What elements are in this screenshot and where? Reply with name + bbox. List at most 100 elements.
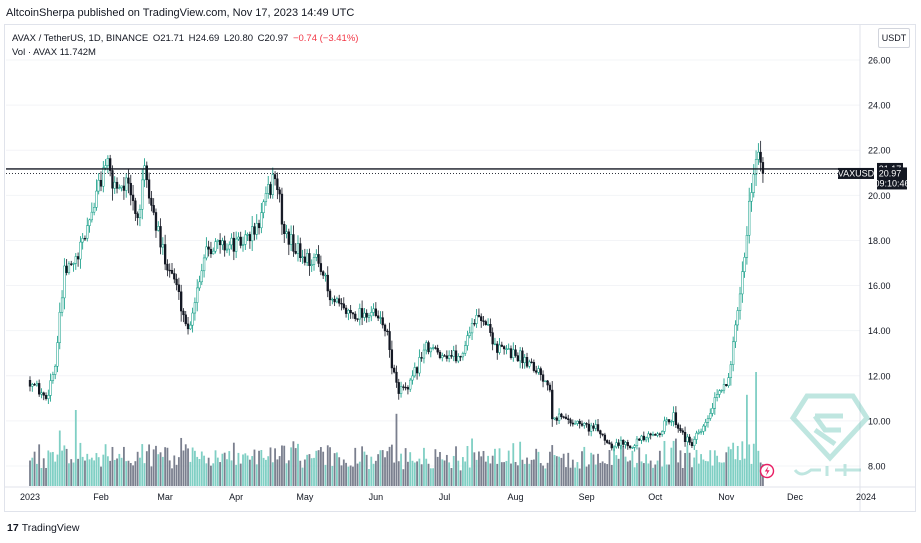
volume-bar: [370, 456, 373, 486]
candle-body: [367, 315, 371, 318]
volume-bar: [134, 461, 137, 486]
volume-bar: [290, 447, 293, 486]
volume-bar: [718, 462, 721, 486]
volume-bar: [734, 459, 737, 486]
price-tick-label: 16.00: [868, 281, 891, 291]
candle-body: [480, 316, 483, 322]
candle-body: [292, 234, 295, 252]
candle-body: [115, 181, 119, 189]
volume-bar: [292, 441, 295, 486]
volume-bar: [599, 462, 602, 486]
volume-bar: [365, 454, 368, 486]
volume-bar: [691, 467, 693, 486]
volume-bar: [95, 453, 98, 486]
volume-bar: [68, 463, 70, 486]
candle-body: [573, 423, 577, 425]
volume-bar: [381, 450, 384, 486]
volume-bar: [457, 460, 460, 486]
volume-bar: [622, 445, 625, 486]
volume-bar: [159, 452, 162, 486]
volume-bar: [562, 453, 565, 486]
volume-bar: [482, 450, 485, 486]
volume-bar: [77, 458, 79, 486]
symbol-label[interactable]: AVAX / TetherUS, 1D, BINANCE: [12, 33, 149, 44]
candle-body: [251, 226, 254, 242]
candle-body: [47, 395, 50, 399]
candle-body: [214, 241, 217, 252]
volume-bar: [569, 467, 572, 486]
candle-body: [67, 263, 71, 273]
volume-bar: [395, 413, 398, 486]
candle-body: [74, 256, 77, 264]
candle-body: [301, 256, 304, 258]
volume-legend[interactable]: Vol · AVAX 11.742M: [12, 47, 96, 58]
volume-bar: [732, 442, 735, 486]
time-axis[interactable]: 2023 Feb Mar Apr May Jun Jul Aug Sep Oct Nov Dec 202…: [20, 492, 876, 502]
tradingview-logo[interactable]: 17 TradingView: [7, 522, 79, 534]
volume-bar: [340, 465, 343, 486]
candle-body: [452, 350, 455, 357]
candle-body: [54, 365, 57, 375]
volume-bar: [592, 454, 595, 486]
volume-bar: [221, 453, 224, 486]
volume-bar: [38, 444, 41, 486]
volume-bar: [377, 454, 380, 486]
candle-body: [626, 442, 629, 447]
volume-bar: [624, 456, 627, 486]
volume-bar: [79, 442, 82, 486]
time-tick-label: Dec: [787, 492, 804, 502]
volume-bar: [475, 459, 478, 486]
candle-body: [528, 361, 531, 367]
volume-bar: [560, 457, 563, 486]
candle-body: [372, 308, 375, 313]
volume-bar: [704, 460, 707, 486]
candle-body: [354, 313, 357, 320]
volume-bar: [610, 464, 613, 486]
candle-body: [745, 235, 749, 258]
price-axis[interactable]: 26.00 24.00 22.00 20.00 18.00 16.00 14.00 12.00…: [868, 56, 891, 472]
volume-bar: [72, 462, 75, 486]
open-value: O21.71: [152, 33, 185, 44]
volume-bar: [187, 448, 189, 486]
candle-body: [498, 344, 501, 353]
volume-bar: [500, 462, 503, 486]
candle-body: [44, 395, 48, 399]
time-tick-label: Sep: [579, 492, 595, 502]
candle-body: [631, 447, 634, 449]
low-value: L20.80: [223, 33, 254, 44]
candle-body: [468, 332, 471, 336]
candle-body: [322, 271, 325, 276]
volume-bar: [54, 461, 57, 486]
candle-body: [363, 312, 366, 318]
candle-body: [390, 349, 394, 369]
volume-bar: [143, 463, 146, 486]
candle-body: [328, 290, 332, 301]
candle-body: [269, 184, 272, 195]
candle-body: [150, 197, 153, 206]
candle-body: [606, 440, 609, 443]
volume-bar: [125, 461, 128, 486]
volume-bar: [168, 460, 171, 486]
volume-bar: [652, 467, 654, 486]
volume-bar: [459, 470, 462, 486]
volume-bar: [329, 447, 331, 486]
candle-body: [141, 179, 144, 210]
candle-body: [70, 263, 73, 265]
volume-bar: [746, 394, 748, 486]
candle-body: [264, 193, 268, 203]
candle-body: [541, 374, 545, 382]
candle-body: [257, 223, 261, 229]
candle-body: [49, 380, 52, 396]
volume-bar: [315, 450, 318, 486]
candle-body: [482, 320, 485, 322]
lightning-icon[interactable]: [759, 463, 775, 479]
candle-body: [695, 432, 698, 440]
volume-bar: [434, 449, 437, 486]
currency-button[interactable]: USDT: [878, 28, 910, 48]
ohlc-legend[interactable]: AVAX / TetherUS, 1D, BINANCE O21.71 H24.…: [12, 33, 360, 44]
volume-bar: [743, 458, 746, 486]
volume-bar: [752, 443, 755, 486]
candle-body: [129, 182, 132, 196]
volume-bar: [425, 458, 428, 486]
